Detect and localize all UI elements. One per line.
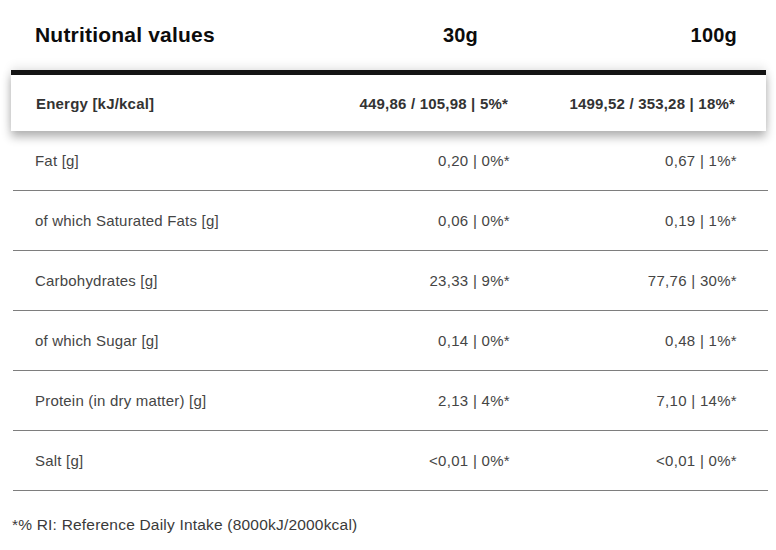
- table-row-protein: Protein (in dry matter) [g] 2,13 | 4%* 7…: [13, 371, 768, 431]
- reference-intake-footnote: *% RI: Reference Daily Intake (8000kJ/20…: [12, 516, 776, 534]
- row-value-30g: 23,33 | 9%*: [330, 272, 510, 289]
- row-label: Salt [g]: [35, 452, 330, 469]
- nutrition-table: Nutritional values 30g 100g Energy [kJ/k…: [0, 0, 776, 534]
- row-value-100g: <0,01 | 0%*: [510, 452, 737, 469]
- row-label: Carbohydrates [g]: [35, 272, 330, 289]
- energy-value-100g: 1499,52 / 353,28 | 18%*: [508, 95, 735, 112]
- row-value-100g: 7,10 | 14%*: [510, 392, 737, 409]
- energy-row-card: Energy [kJ/kcal] 449,86 / 105,98 | 5%* 1…: [11, 70, 766, 131]
- row-value-100g: 0,67 | 1%*: [510, 152, 737, 169]
- table-row-salt: Salt [g] <0,01 | 0%* <0,01 | 0%*: [13, 431, 768, 491]
- row-value-100g: 0,19 | 1%*: [510, 212, 737, 229]
- header-col-30g: 30g: [330, 24, 510, 47]
- energy-row-label: Energy [kJ/kcal]: [36, 95, 328, 112]
- row-label: Fat [g]: [35, 152, 330, 169]
- table-row-carbohydrates: Carbohydrates [g] 23,33 | 9%* 77,76 | 30…: [13, 251, 768, 311]
- table-row-fat: Fat [g] 0,20 | 0%* 0,67 | 1%*: [13, 131, 768, 191]
- row-value-30g: 0,14 | 0%*: [330, 332, 510, 349]
- row-value-30g: 0,20 | 0%*: [330, 152, 510, 169]
- row-value-30g: <0,01 | 0%*: [330, 452, 510, 469]
- row-value-30g: 0,06 | 0%*: [330, 212, 510, 229]
- row-label: Protein (in dry matter) [g]: [35, 392, 330, 409]
- page-title: Nutritional values: [35, 23, 330, 47]
- table-row-saturated-fats: of which Saturated Fats [g] 0,06 | 0%* 0…: [13, 191, 768, 251]
- table-row-sugar: of which Sugar [g] 0,14 | 0%* 0,48 | 1%*: [13, 311, 768, 371]
- header-col-100g: 100g: [510, 24, 737, 47]
- row-value-100g: 77,76 | 30%*: [510, 272, 737, 289]
- row-label: of which Saturated Fats [g]: [35, 212, 330, 229]
- row-value-100g: 0,48 | 1%*: [510, 332, 737, 349]
- energy-value-30g: 449,86 / 105,98 | 5%*: [328, 95, 508, 112]
- row-value-30g: 2,13 | 4%*: [330, 392, 510, 409]
- row-label: of which Sugar [g]: [35, 332, 330, 349]
- table-header-row: Nutritional values 30g 100g: [0, 0, 776, 70]
- nutrient-rows: Fat [g] 0,20 | 0%* 0,67 | 1%* of which S…: [13, 131, 768, 491]
